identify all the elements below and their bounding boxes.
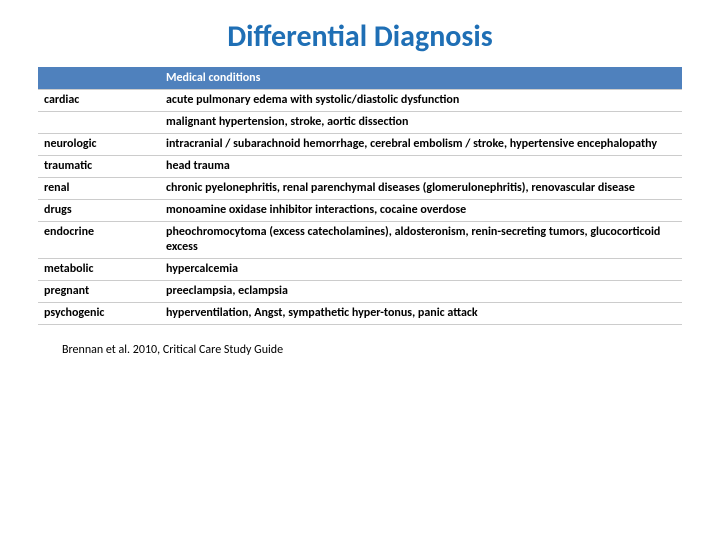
cell-condition: head trauma [160, 156, 682, 178]
citation-text: Brennan et al. 2010, Critical Care Study… [0, 325, 720, 357]
cell-condition: chronic pyelonephritis, renal parenchyma… [160, 178, 682, 200]
table-row: psychogenic hyperventilation, Angst, sym… [38, 303, 682, 325]
table-row: neurologic intracranial / subarachnoid h… [38, 134, 682, 156]
cell-category: endocrine [38, 222, 160, 259]
table-row: endocrine pheochromocytoma (excess catec… [38, 222, 682, 259]
cell-condition: monoamine oxidase inhibitor interactions… [160, 200, 682, 222]
col-header-category [38, 67, 160, 90]
cell-condition: pheochromocytoma (excess catecholamines)… [160, 222, 682, 259]
table-container: Medical conditions cardiac acute pulmona… [0, 67, 720, 325]
cell-condition: acute pulmonary edema with systolic/dias… [160, 90, 682, 112]
table-row: metabolic hypercalcemia [38, 259, 682, 281]
cell-condition: hypercalcemia [160, 259, 682, 281]
cell-category: drugs [38, 200, 160, 222]
cell-condition: hyperventilation, Angst, sympathetic hyp… [160, 303, 682, 325]
table-row: traumatic head trauma [38, 156, 682, 178]
table-row: drugs monoamine oxidase inhibitor intera… [38, 200, 682, 222]
table-header-row: Medical conditions [38, 67, 682, 90]
cell-condition: preeclampsia, eclampsia [160, 281, 682, 303]
page-title: Differential Diagnosis [0, 0, 720, 67]
cell-category: pregnant [38, 281, 160, 303]
cell-category [38, 112, 160, 134]
table-row: renal chronic pyelonephritis, renal pare… [38, 178, 682, 200]
cell-condition: malignant hypertension, stroke, aortic d… [160, 112, 682, 134]
diagnosis-table: Medical conditions cardiac acute pulmona… [38, 67, 682, 325]
cell-condition: intracranial / subarachnoid hemorrhage, … [160, 134, 682, 156]
cell-category: neurologic [38, 134, 160, 156]
cell-category: traumatic [38, 156, 160, 178]
cell-category: cardiac [38, 90, 160, 112]
col-header-conditions: Medical conditions [160, 67, 682, 90]
table-row: cardiac acute pulmonary edema with systo… [38, 90, 682, 112]
table-row: malignant hypertension, stroke, aortic d… [38, 112, 682, 134]
cell-category: metabolic [38, 259, 160, 281]
cell-category: renal [38, 178, 160, 200]
table-row: pregnant preeclampsia, eclampsia [38, 281, 682, 303]
cell-category: psychogenic [38, 303, 160, 325]
